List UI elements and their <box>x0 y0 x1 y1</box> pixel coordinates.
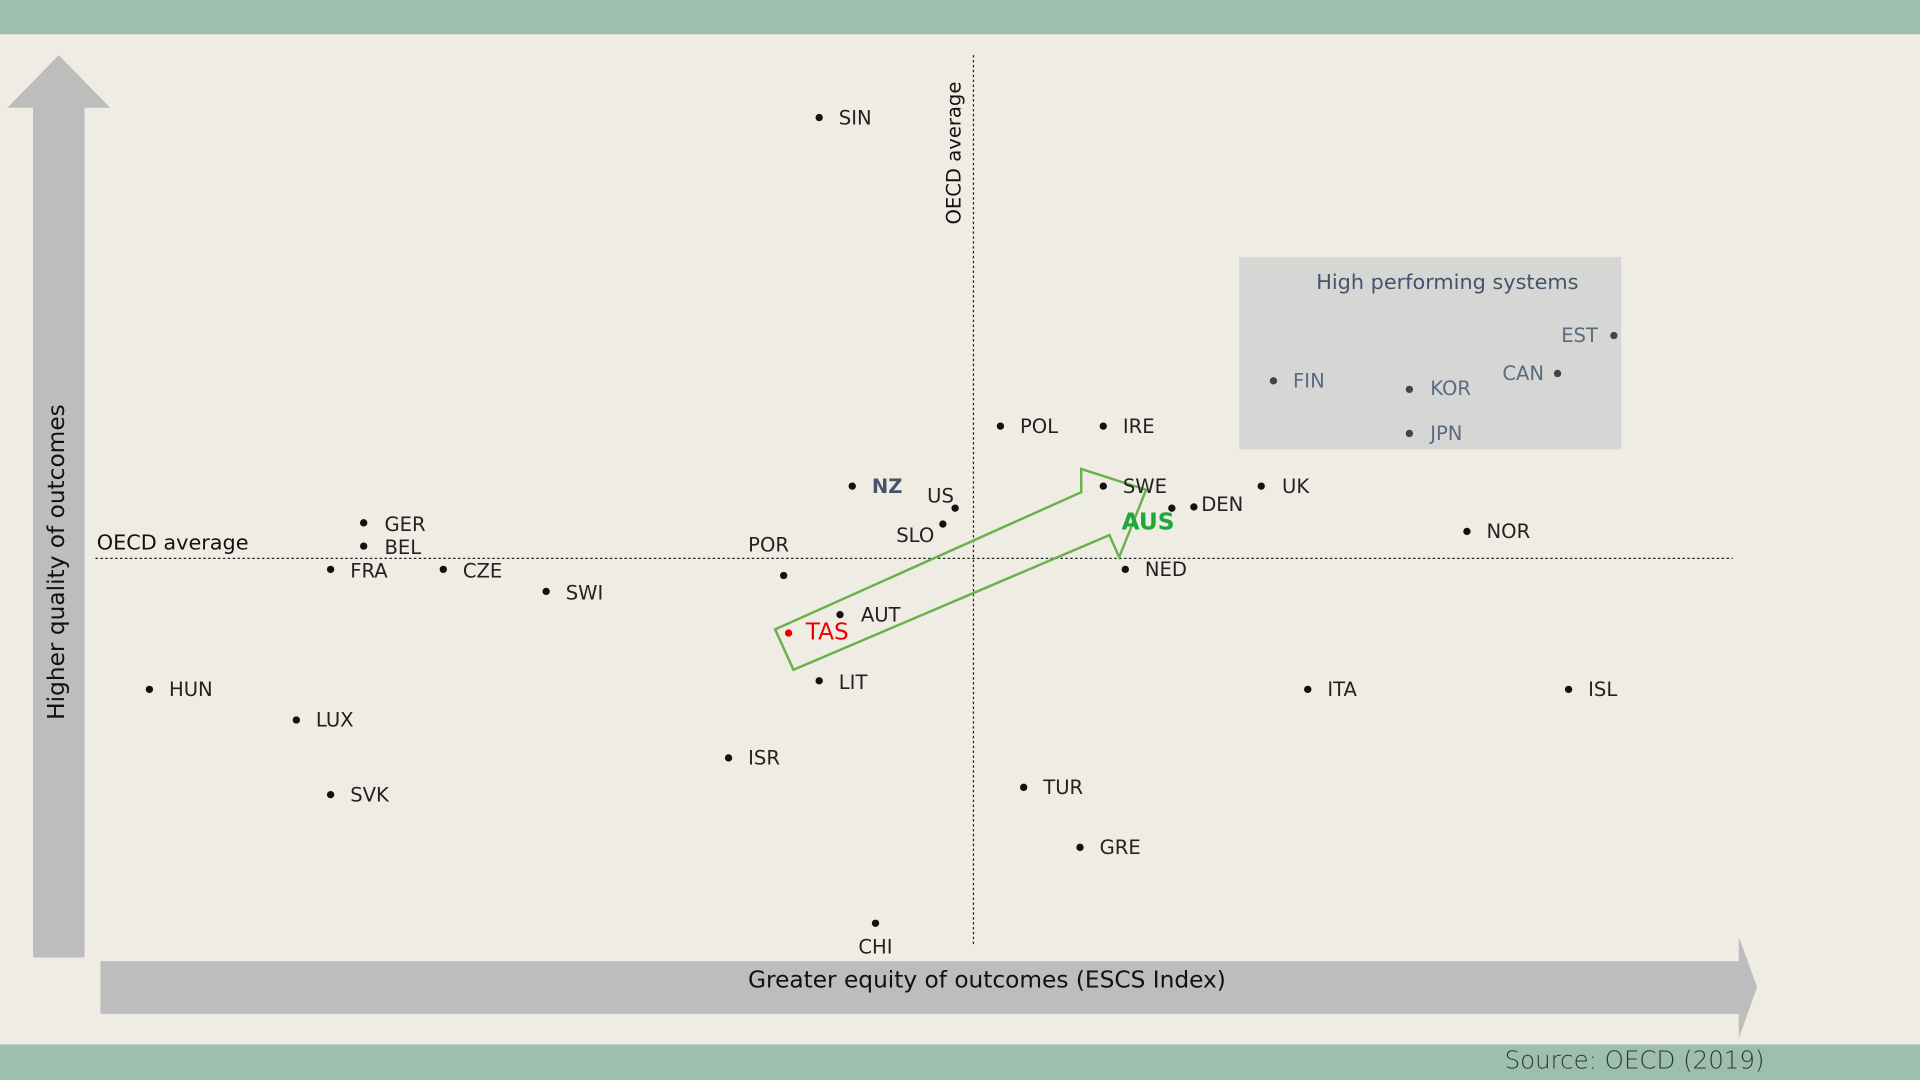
country-dot <box>1269 377 1278 385</box>
country-label: CAN <box>1502 362 1544 385</box>
country-dot <box>724 754 733 762</box>
country-dot <box>871 919 880 927</box>
country-dot <box>1564 685 1573 694</box>
improvement-arrow <box>773 467 1148 672</box>
horizontal-line-label: OECD average <box>97 531 249 555</box>
country-dot <box>848 482 856 490</box>
country-dot <box>1020 783 1028 792</box>
country-dot <box>292 716 300 724</box>
country-dot <box>784 629 793 637</box>
country-label: AUS <box>1122 508 1175 535</box>
bottom-band <box>0 1044 1920 1080</box>
country-label: SWE <box>1123 475 1167 498</box>
country-label: SLO <box>896 524 934 547</box>
country-label: LIT <box>839 671 869 694</box>
country-label: IRE <box>1123 415 1155 438</box>
country-dot <box>815 113 823 122</box>
country-label: POL <box>1020 415 1058 438</box>
country-dot <box>1405 429 1414 438</box>
top-band <box>0 0 1920 35</box>
country-dot <box>1553 369 1562 378</box>
country-dot <box>1405 385 1414 394</box>
country-dot <box>360 519 368 527</box>
country-label: JPN <box>1428 422 1462 445</box>
country-dot <box>815 677 823 685</box>
country-dot <box>1099 482 1107 490</box>
source: Source: OECD (2019) <box>1505 1046 1765 1075</box>
country-label: ISL <box>1588 678 1617 701</box>
country-label: ITA <box>1327 678 1357 701</box>
box-label: High performing systems <box>1316 270 1578 294</box>
country-label: CZE <box>463 559 502 582</box>
vertical-line-label: OECD average <box>943 82 966 225</box>
country-dot <box>1463 527 1471 536</box>
country-dot <box>951 504 959 512</box>
country-label: EST <box>1561 324 1599 347</box>
country-label: SVK <box>350 783 390 806</box>
country-label: NOR <box>1487 520 1531 543</box>
country-label: FRA <box>350 559 388 582</box>
country-dot <box>360 542 368 550</box>
country-dot <box>326 565 335 574</box>
country-label: TAS <box>805 619 849 646</box>
country-dot <box>145 685 154 694</box>
x-axis-label: Greater equity of outcomes (ESCS Index) <box>748 966 1226 993</box>
country-dot <box>542 587 550 596</box>
country-label: AUT <box>861 603 902 626</box>
country-dot <box>1190 503 1198 511</box>
country-dot <box>1168 504 1176 512</box>
country-label: SWI <box>566 581 604 604</box>
country-dot <box>1076 843 1084 852</box>
country-dot <box>326 791 335 799</box>
country-dot <box>1099 422 1107 430</box>
country-label: SIN <box>839 106 872 129</box>
country-dot <box>439 565 447 574</box>
country-label: DEN <box>1201 493 1243 516</box>
country-label: ISR <box>748 747 780 770</box>
country-label: UK <box>1282 475 1310 498</box>
country-label: KOR <box>1430 377 1471 400</box>
country-label: GRE <box>1100 836 1141 859</box>
country-label: TUR <box>1042 776 1083 799</box>
country-label: CHI <box>858 935 892 958</box>
country-dot <box>780 571 788 580</box>
high-performing-box <box>1239 257 1622 450</box>
country-label: NZ <box>872 475 903 498</box>
country-label: FIN <box>1293 370 1325 393</box>
y-axis-label: Higher quality of outcomes <box>43 404 70 720</box>
country-dot <box>939 520 947 528</box>
country-label: NED <box>1145 558 1187 581</box>
country-label: GER <box>384 513 426 536</box>
country-dot <box>836 611 844 619</box>
x-arrow <box>100 936 1758 1039</box>
country-dot <box>996 422 1005 430</box>
country-label: HUN <box>169 678 213 701</box>
country-label: LUX <box>316 709 354 732</box>
country-dot <box>1257 482 1265 490</box>
country-label: US <box>927 485 954 508</box>
country-dot <box>1304 685 1312 694</box>
country-label: BEL <box>384 536 421 559</box>
country-dot <box>1121 565 1129 574</box>
country-dot <box>1610 331 1618 340</box>
country-label: POR <box>748 534 789 557</box>
